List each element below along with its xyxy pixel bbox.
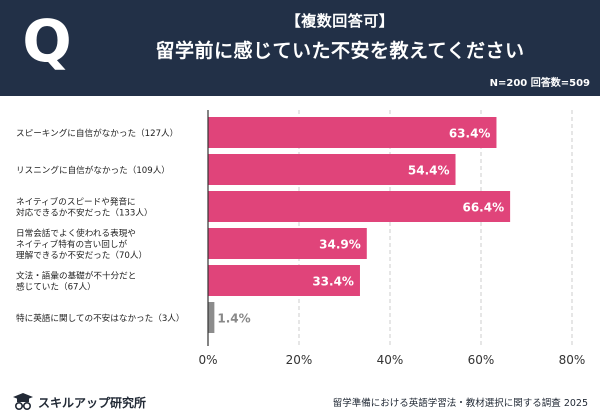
category-label: ネイティブのスピードや発音に — [16, 196, 136, 208]
category-label: 特に英語に関しての不安はなかった（3人） — [16, 312, 185, 324]
bar-value-label: 54.4% — [408, 164, 450, 178]
q-mark-logo: Q — [22, 7, 72, 75]
bar-value-label: 66.4% — [462, 201, 504, 215]
bar — [208, 191, 511, 222]
x-tick-label: 40% — [377, 353, 404, 367]
sample-size-note: N=200 回答数=509 — [489, 78, 590, 89]
category-label: 感じていた（67人） — [16, 281, 96, 293]
x-tick-label: 60% — [468, 353, 495, 367]
category-label: スピーキングに自信がなかった（127人） — [16, 127, 178, 139]
bar-value-label: 1.4% — [217, 312, 250, 326]
brand-logo: スキルアップ研究所 — [12, 392, 146, 412]
category-label: ネイティブ特有の言い回しが — [16, 238, 127, 250]
bar — [208, 117, 497, 148]
x-tick-label: 80% — [559, 353, 586, 367]
brand-name: スキルアップ研究所 — [38, 395, 147, 410]
category-label: 文法・語彙の基礎が不十分だと — [16, 270, 136, 282]
survey-source: 留学準備における英語学習法・教材選択に関する調査 2025 — [332, 398, 588, 409]
bar-value-label: 33.4% — [312, 275, 354, 289]
bar — [208, 265, 360, 296]
question-subtitle: 【複数回答可】 — [285, 12, 395, 30]
category-label: 日常会話でよく使われる表現や — [16, 227, 136, 239]
question-title: 留学前に感じていた不安を教えてください — [155, 40, 525, 62]
bar — [208, 154, 456, 185]
category-label: 理解できるか不安だった（70人） — [16, 249, 147, 261]
bar-chart: 63.4% スピーキングに自信がなかった（127人） 54.4% リスニングに自信がな… — [16, 110, 586, 367]
bar — [208, 228, 367, 259]
bar-value-label: 63.4% — [449, 127, 491, 141]
graduation-cap-glasses-icon — [13, 393, 33, 411]
bar-value-label: 34.9% — [319, 238, 361, 252]
x-tick-label: 20% — [286, 353, 313, 367]
category-label: リスニングに自信がなかった（109人） — [16, 164, 170, 176]
category-label: 対応できるか不安だった（133人） — [16, 207, 153, 219]
x-tick-label: 0% — [198, 353, 217, 367]
header-banner: Q 【複数回答可】 留学前に感じていた不安を教えてください N=200 回答数=… — [0, 0, 600, 96]
bar — [208, 302, 215, 333]
